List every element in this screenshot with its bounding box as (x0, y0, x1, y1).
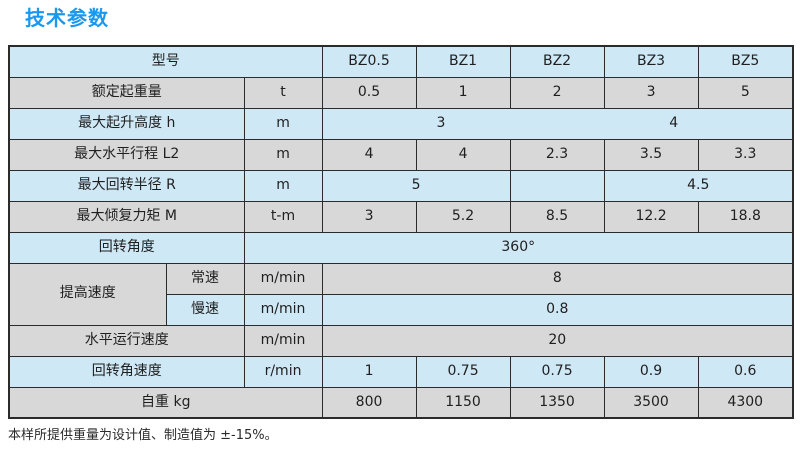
max-tipping-moment-label: 最大倾复力矩 M (8, 200, 245, 233)
max-lift-height-value-left: 3 (436, 114, 446, 131)
lifting-speed-normal-value: 8 (321, 262, 794, 295)
max-tipping-moment-value-bz05: 3 (321, 200, 417, 233)
spec-table: 型号 BZ0.5 BZ1 BZ2 BZ3 BZ5 额定起重量 t 0.5 1 2… (8, 45, 795, 419)
max-slewing-radius-value-mid (509, 169, 605, 202)
table-row-max-horizontal-travel: 最大水平行程 L2 m 4 4 2.3 3.5 3.3 (8, 138, 794, 171)
header-model-bz1: BZ1 (415, 45, 511, 78)
max-lift-height-value-right: 4 (669, 114, 679, 131)
table-row-slewing-angular-speed: 回转角速度 r/min 1 0.75 0.75 0.9 0.6 (8, 355, 794, 388)
max-horizontal-travel-value-bz3: 3.5 (603, 138, 699, 171)
rated-capacity-value-bz05: 0.5 (321, 76, 417, 109)
table-row-lifting-speed-normal: 提高速度 常速 m/min 8 (8, 262, 794, 326)
table-row-models: 型号 BZ0.5 BZ1 BZ2 BZ3 BZ5 (8, 45, 794, 78)
max-horizontal-travel-value-bz5: 3.3 (697, 138, 794, 171)
max-tipping-moment-value-bz3: 12.2 (603, 200, 699, 233)
table-row-max-tipping-moment: 最大倾复力矩 M t-m 3 5.2 8.5 12.2 18.8 (8, 200, 794, 233)
slewing-angle-label: 回转角度 (8, 231, 245, 264)
slewing-angular-speed-value-bz3: 0.9 (603, 355, 699, 388)
slewing-angular-speed-value-bz2: 0.75 (509, 355, 605, 388)
max-slewing-radius-value-left: 5 (321, 169, 511, 202)
table-row-rated-capacity: 额定起重量 t 0.5 1 2 3 5 (8, 76, 794, 109)
rated-capacity-value-bz5: 5 (697, 76, 794, 109)
page-title: 技术参数 (25, 6, 109, 30)
self-weight-label: 自重 kg (8, 386, 323, 419)
max-tipping-moment-value-bz5: 18.8 (697, 200, 794, 233)
lifting-speed-label: 提高速度 (8, 262, 167, 326)
header-model-bz5: BZ5 (697, 45, 794, 78)
self-weight-value-bz05: 800 (321, 386, 417, 419)
header-model-bz05: BZ0.5 (321, 45, 417, 78)
lifting-speed-slow-label: 慢速 (165, 293, 245, 326)
lifting-speed-normal-unit: m/min (243, 262, 323, 295)
horizontal-speed-label: 水平运行速度 (8, 324, 245, 357)
max-slewing-radius-unit: m (243, 169, 323, 202)
table-row-self-weight: 自重 kg 800 1150 1350 3500 4300 (8, 386, 794, 419)
slewing-angular-speed-unit: r/min (243, 355, 323, 388)
table-row-max-slewing-radius: 最大回转半径 R m 5 4.5 (8, 169, 794, 202)
max-horizontal-travel-value-bz1: 4 (415, 138, 511, 171)
max-lift-height-label: 最大起升高度 h (8, 107, 245, 140)
self-weight-value-bz1: 1150 (415, 386, 511, 419)
slewing-angular-speed-label: 回转角速度 (8, 355, 245, 388)
max-horizontal-travel-unit: m (243, 138, 323, 171)
horizontal-speed-unit: m/min (243, 324, 323, 357)
max-horizontal-travel-value-bz2: 2.3 (509, 138, 605, 171)
rated-capacity-value-bz1: 1 (415, 76, 511, 109)
footnote: 本样所提供重量为设计值、制造值为 ±-15%。 (8, 428, 278, 443)
rated-capacity-label: 额定起重量 (8, 76, 245, 109)
max-tipping-moment-value-bz1: 5.2 (415, 200, 511, 233)
rated-capacity-unit: t (243, 76, 323, 109)
max-tipping-moment-value-bz2: 8.5 (509, 200, 605, 233)
slewing-angular-speed-value-bz5: 0.6 (697, 355, 794, 388)
max-horizontal-travel-label: 最大水平行程 L2 (8, 138, 245, 171)
slewing-angular-speed-value-bz1: 0.75 (415, 355, 511, 388)
slewing-angular-speed-value-bz05: 1 (321, 355, 417, 388)
table-row-slewing-angle: 回转角度 360° (8, 231, 794, 264)
table-row-horizontal-speed: 水平运行速度 m/min 20 (8, 324, 794, 357)
self-weight-value-bz2: 1350 (509, 386, 605, 419)
header-model-bz3: BZ3 (603, 45, 699, 78)
max-horizontal-travel-value-bz05: 4 (321, 138, 417, 171)
header-model-label: 型号 (8, 45, 323, 78)
self-weight-value-bz3: 3500 (603, 386, 699, 419)
rated-capacity-value-bz2: 2 (509, 76, 605, 109)
max-lift-height-unit: m (243, 107, 323, 140)
max-slewing-radius-label: 最大回转半径 R (8, 169, 245, 202)
lifting-speed-normal-label: 常速 (165, 262, 245, 295)
max-tipping-moment-unit: t-m (243, 200, 323, 233)
self-weight-value-bz5: 4300 (697, 386, 794, 419)
lifting-speed-slow-value: 0.8 (321, 293, 794, 326)
horizontal-speed-value: 20 (321, 324, 794, 357)
lifting-speed-slow-unit: m/min (243, 293, 323, 326)
max-slewing-radius-value-right: 4.5 (603, 169, 794, 202)
rated-capacity-value-bz3: 3 (603, 76, 699, 109)
slewing-angle-value: 360° (243, 231, 794, 264)
header-model-bz2: BZ2 (509, 45, 605, 78)
